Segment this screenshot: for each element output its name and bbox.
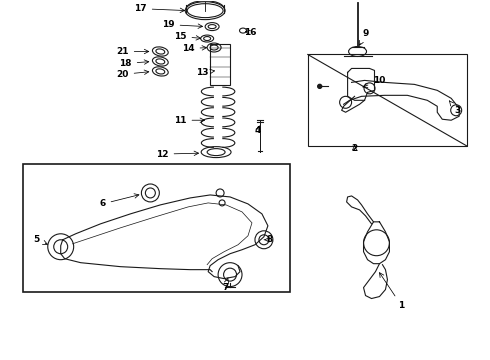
Circle shape (318, 84, 322, 88)
Text: 12: 12 (156, 150, 198, 159)
Text: 9: 9 (359, 29, 368, 45)
Text: 16: 16 (244, 28, 256, 37)
Text: 13: 13 (196, 68, 215, 77)
Text: 1: 1 (379, 273, 405, 310)
Text: 4: 4 (255, 126, 261, 135)
Text: 20: 20 (116, 70, 149, 79)
Text: 10: 10 (363, 76, 386, 87)
Text: 5: 5 (34, 235, 48, 244)
Text: 7: 7 (222, 278, 229, 292)
Text: 17: 17 (134, 4, 185, 13)
Text: 15: 15 (174, 32, 200, 41)
Text: 6: 6 (99, 194, 139, 208)
Text: 2: 2 (351, 144, 358, 153)
Bar (23, 164, 290, 292)
Bar (308, 54, 467, 146)
Text: 8: 8 (264, 235, 273, 244)
Text: 14: 14 (182, 44, 206, 53)
Text: 19: 19 (162, 20, 202, 29)
Bar (210, 44, 230, 85)
Text: 11: 11 (174, 116, 204, 125)
Text: 18: 18 (119, 59, 149, 68)
Text: 3: 3 (449, 101, 460, 115)
Text: 21: 21 (116, 47, 149, 56)
